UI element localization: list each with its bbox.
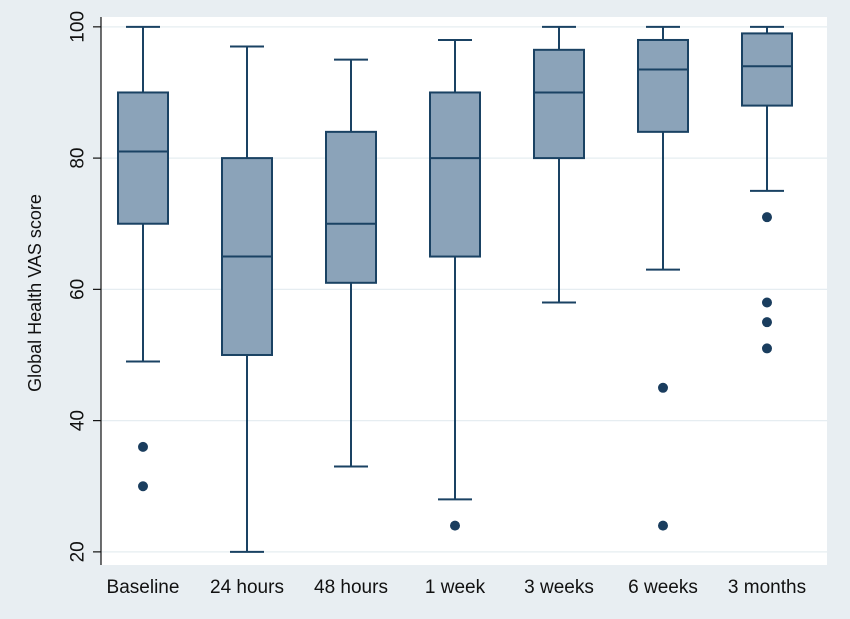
box-group bbox=[117, 25, 169, 492]
y-tick-label: 20 bbox=[68, 541, 89, 562]
box-group bbox=[741, 25, 793, 354]
y-tick-label: 40 bbox=[68, 410, 89, 431]
iqr-box bbox=[325, 130, 377, 284]
outlier-point bbox=[658, 520, 668, 531]
x-tick-label: 48 hours bbox=[314, 577, 388, 598]
box-group bbox=[221, 45, 273, 553]
y-tick-layer: 20 40 60 80 100 bbox=[68, 11, 101, 562]
box-group bbox=[429, 38, 481, 531]
outlier-point bbox=[138, 481, 148, 492]
y-axis-title: Global Health VAS score bbox=[25, 194, 45, 392]
box-layer bbox=[117, 25, 793, 553]
outlier-point bbox=[762, 343, 772, 354]
y-tick-label: 100 bbox=[68, 11, 89, 43]
y-tick-label: 80 bbox=[68, 148, 89, 169]
iqr-box bbox=[117, 91, 169, 225]
iqr-box bbox=[637, 38, 689, 133]
x-label-layer: Baseline 24 hours 48 hours 1 week 3 weeks 6 w… bbox=[107, 577, 807, 598]
x-tick-label: 24 hours bbox=[210, 577, 284, 598]
box-group bbox=[533, 25, 585, 304]
x-tick-label: 3 months bbox=[728, 577, 806, 598]
x-tick-label: Baseline bbox=[107, 577, 180, 598]
outlier-point bbox=[762, 297, 772, 308]
outlier-point bbox=[658, 382, 668, 393]
x-tick-label: 3 weeks bbox=[524, 577, 594, 598]
iqr-box bbox=[741, 32, 793, 107]
outlier-point bbox=[762, 212, 772, 223]
outlier-point bbox=[762, 317, 772, 328]
x-tick-label: 6 weeks bbox=[628, 577, 698, 598]
box-group bbox=[637, 25, 689, 531]
box-group bbox=[325, 58, 377, 468]
outlier-point bbox=[450, 520, 460, 531]
x-tick-label: 1 week bbox=[425, 577, 486, 598]
y-tick-label: 60 bbox=[68, 279, 89, 300]
outlier-point bbox=[138, 441, 148, 452]
iqr-box bbox=[533, 48, 585, 160]
iqr-box bbox=[429, 91, 481, 258]
